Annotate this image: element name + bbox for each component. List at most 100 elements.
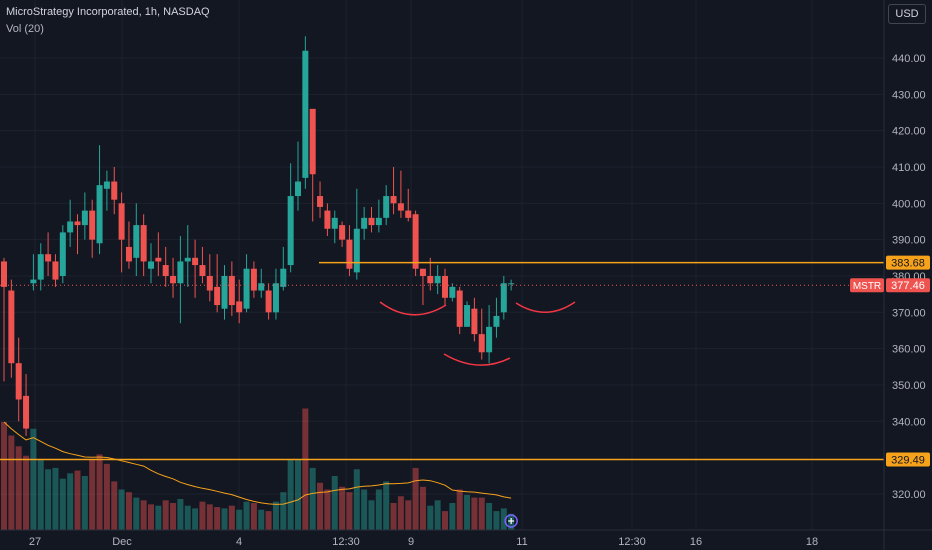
candle-body[interactable] — [111, 181, 118, 200]
candle-body[interactable] — [118, 203, 125, 240]
candle-body[interactable] — [280, 268, 287, 287]
candle-body[interactable] — [331, 217, 338, 229]
candle-body[interactable] — [192, 257, 199, 266]
candle-body[interactable] — [464, 305, 471, 327]
volume-bar — [287, 459, 294, 530]
volume-bar — [272, 501, 279, 530]
candle-body[interactable] — [339, 225, 346, 240]
candle-body[interactable] — [368, 217, 375, 226]
candle-body[interactable] — [81, 210, 88, 226]
candle-body[interactable] — [243, 268, 250, 309]
volume-bar — [397, 496, 404, 530]
volume-bar — [368, 500, 375, 530]
candle-body[interactable] — [449, 286, 456, 298]
candle-body[interactable] — [397, 203, 404, 211]
candle-body[interactable] — [486, 326, 493, 353]
candle-body[interactable] — [214, 286, 221, 306]
candle-body[interactable] — [8, 290, 15, 364]
volume-bar — [228, 505, 235, 530]
left-shoulder-arc[interactable] — [379, 301, 447, 316]
candle-body[interactable] — [390, 196, 397, 204]
candle-body[interactable] — [375, 217, 382, 226]
candle-body[interactable] — [155, 257, 162, 262]
currency-button[interactable]: USD — [888, 4, 926, 24]
candle-body[interactable] — [103, 181, 110, 189]
candle-body[interactable] — [15, 363, 22, 400]
volume-bar — [442, 511, 448, 530]
candle-body[interactable] — [1, 261, 7, 287]
candle-body[interactable] — [140, 225, 147, 262]
upper-level-tag: 383.68 — [891, 258, 925, 270]
candle-body[interactable] — [96, 185, 103, 244]
candle-body[interactable] — [493, 315, 500, 327]
candle-body[interactable] — [45, 254, 52, 262]
candle-body[interactable] — [250, 268, 257, 291]
candle-body[interactable] — [170, 275, 177, 284]
volume-bar — [81, 476, 88, 530]
candle-body[interactable] — [221, 275, 228, 309]
candle-body[interactable] — [405, 210, 412, 218]
volume-bar — [170, 503, 177, 530]
candle-body[interactable] — [133, 225, 140, 258]
volume-bar — [1, 422, 7, 530]
volume-bar — [243, 501, 250, 530]
candle-body[interactable] — [361, 217, 368, 229]
candle-body[interactable] — [442, 275, 448, 298]
candle-body[interactable] — [302, 50, 309, 178]
add-marker-icon[interactable] — [504, 514, 518, 528]
candle-body[interactable] — [383, 196, 390, 218]
time-tick-label: 4 — [236, 536, 242, 548]
candle-body[interactable] — [199, 265, 206, 276]
price-tick-label: 360.00 — [892, 344, 926, 356]
candle-body[interactable] — [59, 232, 66, 276]
candle-body[interactable] — [206, 275, 213, 291]
candle-body[interactable] — [456, 290, 463, 327]
candle-body[interactable] — [228, 275, 235, 306]
candle-body[interactable] — [67, 221, 74, 233]
candle-body[interactable] — [434, 275, 441, 284]
candle-body[interactable] — [272, 283, 279, 313]
volume-bar — [309, 467, 316, 530]
candle-body[interactable] — [162, 265, 169, 276]
candle-body[interactable] — [295, 181, 301, 197]
candle-body[interactable] — [287, 196, 294, 266]
volume-bar — [280, 492, 287, 530]
volume-bar — [419, 486, 426, 530]
candle-body[interactable] — [419, 268, 426, 276]
time-tick-label: 12:30 — [332, 536, 360, 548]
candle-body[interactable] — [177, 261, 184, 284]
candle-body[interactable] — [412, 214, 419, 269]
candle-body[interactable] — [500, 283, 507, 313]
candle-body[interactable] — [309, 108, 316, 175]
candle-body[interactable] — [478, 334, 485, 353]
candle-body[interactable] — [236, 301, 243, 313]
candle-body[interactable] — [184, 257, 191, 262]
volume-bar — [346, 492, 353, 530]
head-arc[interactable] — [443, 353, 511, 366]
candle-body[interactable] — [23, 395, 30, 429]
candle-body[interactable] — [265, 290, 272, 313]
candle-body[interactable] — [471, 308, 478, 335]
volume-bar — [45, 469, 52, 530]
candle-body[interactable] — [346, 239, 353, 269]
candle-body[interactable] — [74, 221, 81, 226]
candle-body[interactable] — [52, 261, 59, 280]
price-tick-label: 420.00 — [892, 126, 926, 138]
candle-body[interactable] — [324, 210, 331, 229]
price-tick-label: 430.00 — [892, 89, 926, 101]
candle-body[interactable] — [125, 246, 132, 262]
volume-bar — [96, 454, 103, 530]
volume-bar — [456, 489, 463, 530]
candle-body[interactable] — [427, 275, 434, 284]
candle-body[interactable] — [37, 254, 44, 280]
candle-body[interactable] — [258, 283, 265, 291]
candle-body[interactable] — [89, 210, 96, 240]
volume-bar — [23, 455, 30, 530]
candle-body[interactable] — [317, 196, 324, 207]
candle-body[interactable] — [353, 228, 360, 273]
candle-body[interactable] — [148, 261, 154, 269]
candle-body[interactable] — [30, 279, 37, 284]
candle-body[interactable] — [508, 283, 515, 285]
right-shoulder-arc[interactable] — [515, 301, 576, 313]
